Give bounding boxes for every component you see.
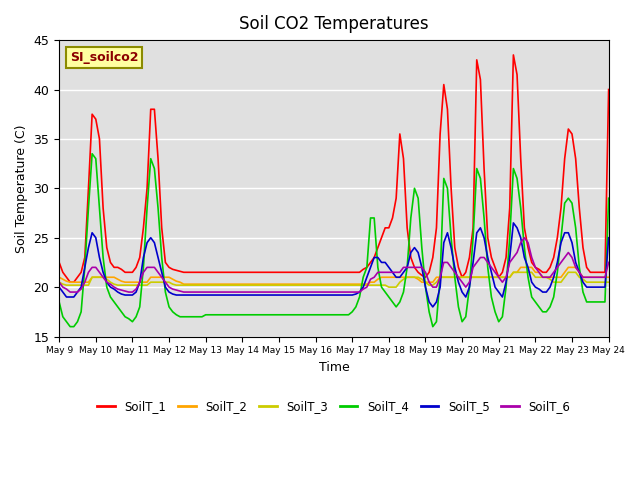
- Text: SI_soilco2: SI_soilco2: [70, 51, 139, 64]
- SoilT_2: [392, 275, 400, 280]
- SoilT_2: [407, 275, 415, 280]
- SoilT_5: [388, 269, 396, 275]
- SoilT_6: [326, 289, 334, 295]
- SoilT_2: [326, 281, 334, 287]
- SoilT_3: [601, 279, 609, 285]
- SoilT_3: [55, 279, 63, 285]
- X-axis label: Time: Time: [319, 361, 349, 374]
- SoilT_3: [605, 279, 612, 285]
- SoilT_5: [429, 304, 436, 310]
- SoilT_6: [444, 260, 451, 265]
- SoilT_1: [392, 195, 400, 201]
- SoilT_2: [253, 281, 261, 287]
- SoilT_3: [385, 284, 393, 290]
- SoilT_3: [407, 275, 415, 280]
- SoilT_3: [392, 284, 400, 290]
- SoilT_4: [55, 299, 63, 305]
- SoilT_1: [67, 279, 74, 285]
- SoilT_1: [55, 260, 63, 265]
- SoilT_1: [326, 269, 334, 275]
- SoilT_5: [55, 284, 63, 290]
- SoilT_3: [444, 275, 451, 280]
- SoilT_4: [330, 312, 338, 318]
- SoilT_6: [392, 269, 400, 275]
- SoilT_1: [407, 254, 415, 260]
- SoilT_4: [396, 299, 404, 305]
- SoilT_5: [403, 264, 411, 270]
- SoilT_4: [67, 324, 74, 330]
- SoilT_2: [605, 275, 612, 280]
- SoilT_5: [601, 284, 609, 290]
- SoilT_1: [444, 107, 451, 112]
- SoilT_6: [55, 279, 63, 285]
- SoilT_1: [253, 269, 261, 275]
- SoilT_1: [509, 52, 517, 58]
- SoilT_2: [517, 264, 525, 270]
- SoilT_6: [601, 275, 609, 280]
- SoilT_4: [447, 235, 455, 240]
- SoilT_3: [509, 269, 517, 275]
- SoilT_5: [605, 235, 612, 240]
- SoilT_1: [605, 86, 612, 92]
- SoilT_6: [407, 264, 415, 270]
- SoilT_2: [55, 275, 63, 280]
- SoilT_2: [444, 275, 451, 280]
- SoilT_2: [601, 275, 609, 280]
- SoilT_6: [520, 235, 528, 240]
- Legend: SoilT_1, SoilT_2, SoilT_3, SoilT_4, SoilT_5, SoilT_6: SoilT_1, SoilT_2, SoilT_3, SoilT_4, Soil…: [93, 396, 575, 418]
- SoilT_1: [601, 269, 609, 275]
- Title: Soil CO2 Temperatures: Soil CO2 Temperatures: [239, 15, 429, 33]
- SoilT_4: [411, 185, 419, 191]
- Line: SoilT_4: SoilT_4: [59, 154, 609, 327]
- Line: SoilT_5: SoilT_5: [59, 223, 609, 307]
- SoilT_6: [605, 260, 612, 265]
- SoilT_4: [601, 299, 609, 305]
- SoilT_6: [253, 289, 261, 295]
- Y-axis label: Soil Temperature (C): Soil Temperature (C): [15, 124, 28, 252]
- SoilT_2: [180, 281, 188, 287]
- Line: SoilT_3: SoilT_3: [59, 272, 609, 287]
- SoilT_5: [250, 292, 257, 298]
- Line: SoilT_1: SoilT_1: [59, 55, 609, 282]
- SoilT_5: [509, 220, 517, 226]
- SoilT_6: [67, 289, 74, 295]
- SoilT_4: [88, 151, 96, 156]
- SoilT_3: [250, 282, 257, 288]
- SoilT_3: [323, 282, 330, 288]
- Line: SoilT_6: SoilT_6: [59, 238, 609, 292]
- SoilT_4: [605, 195, 612, 201]
- SoilT_5: [444, 230, 451, 236]
- Line: SoilT_2: SoilT_2: [59, 267, 609, 284]
- SoilT_4: [257, 312, 264, 318]
- SoilT_5: [323, 292, 330, 298]
